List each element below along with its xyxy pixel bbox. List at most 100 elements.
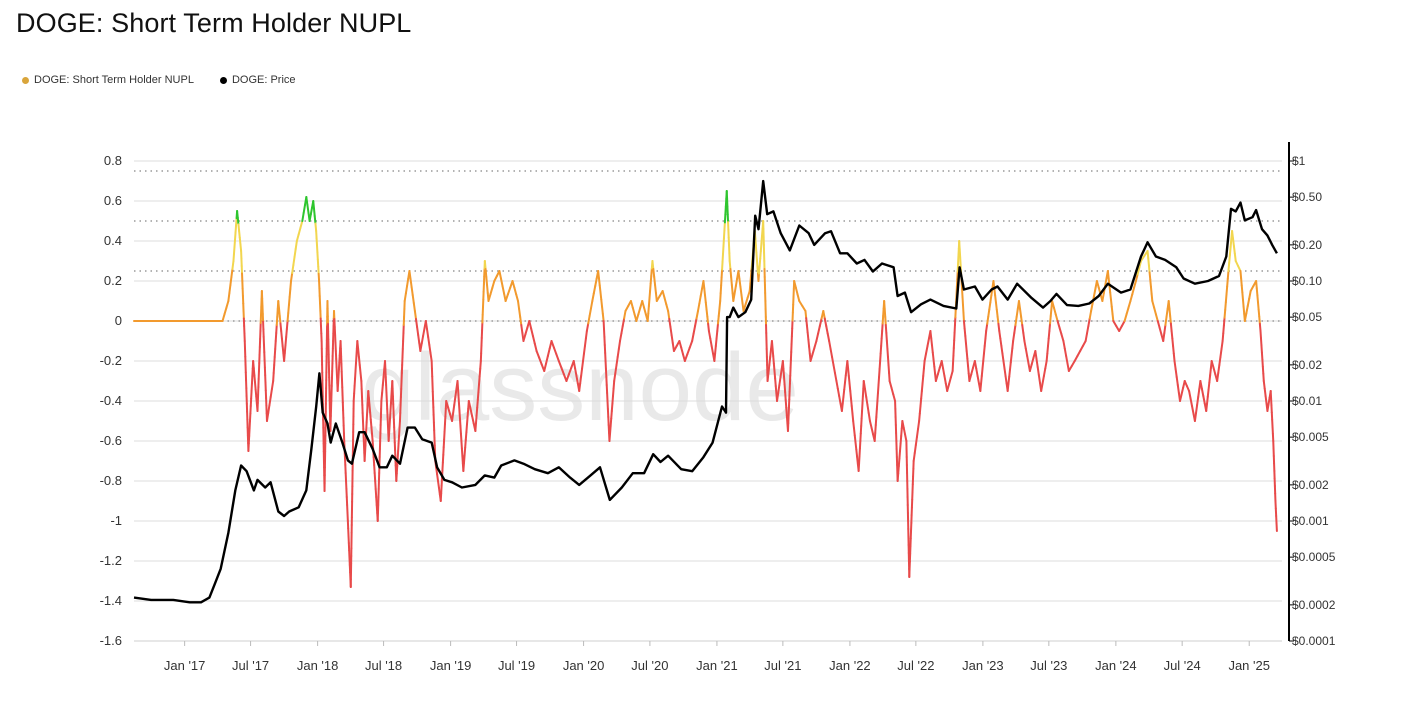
nupl-segment bbox=[704, 301, 708, 311]
nupl-segment bbox=[1196, 396, 1200, 406]
nupl-segment bbox=[452, 404, 456, 414]
nupl-segment bbox=[601, 312, 605, 322]
nupl-segment bbox=[230, 268, 234, 278]
nupl-segment bbox=[629, 300, 634, 309]
nupl-segment bbox=[608, 432, 612, 442]
nupl-segment bbox=[678, 340, 683, 349]
nupl-segment bbox=[1065, 355, 1069, 365]
nupl-segment bbox=[1042, 367, 1047, 377]
nupl-segment bbox=[932, 358, 936, 368]
nupl-segment bbox=[730, 276, 733, 286]
legend-label-price: DOGE: Price bbox=[231, 74, 296, 86]
x-tick-label: Jan '22 bbox=[829, 658, 871, 673]
nupl-segment bbox=[843, 381, 847, 391]
nupl-segment bbox=[1036, 366, 1040, 376]
x-tick-label: Jul '19 bbox=[498, 658, 535, 673]
nupl-segment bbox=[896, 472, 900, 482]
nupl-segment bbox=[931, 351, 935, 361]
x-tick-label: Jan '25 bbox=[1228, 658, 1270, 673]
nupl-segment bbox=[949, 370, 954, 379]
nupl-segment bbox=[278, 315, 282, 325]
nupl-segment bbox=[1245, 305, 1249, 315]
nupl-segment bbox=[855, 448, 859, 458]
nupl-segment bbox=[614, 364, 618, 374]
nupl-segment bbox=[314, 222, 318, 232]
nupl-segment bbox=[484, 268, 488, 278]
y-tick-label: -1.2 bbox=[100, 553, 122, 568]
nupl-segment bbox=[1048, 322, 1052, 332]
nupl-segment bbox=[454, 388, 458, 398]
nupl-segment bbox=[511, 280, 516, 289]
nupl-segment bbox=[874, 416, 878, 426]
nupl-segment bbox=[1174, 368, 1178, 378]
nupl-segment bbox=[598, 284, 602, 294]
nupl-segment bbox=[883, 308, 887, 318]
nupl-segment bbox=[856, 455, 859, 465]
nupl-segment bbox=[289, 280, 293, 290]
y2-tick-label: $0.01 bbox=[1292, 394, 1322, 408]
nupl-segment bbox=[641, 300, 646, 309]
nupl-segment bbox=[841, 395, 845, 405]
nupl-segment bbox=[1199, 380, 1203, 390]
nupl-segment bbox=[519, 316, 523, 326]
nupl-segment bbox=[769, 348, 773, 358]
nupl-segment bbox=[779, 368, 783, 378]
nupl-segment bbox=[255, 395, 258, 405]
nupl-segment bbox=[285, 328, 288, 338]
nupl-segment bbox=[878, 368, 881, 378]
nupl-segment bbox=[1041, 375, 1045, 385]
legend-item-price[interactable]: DOGE: Price bbox=[219, 74, 296, 86]
y2-tick-label: $0.005 bbox=[1292, 430, 1329, 444]
nupl-segment bbox=[587, 315, 591, 325]
nupl-segment bbox=[283, 344, 287, 354]
nupl-segment bbox=[631, 306, 636, 316]
nupl-segment bbox=[844, 374, 847, 384]
nupl-segment bbox=[221, 313, 226, 322]
nupl-segment bbox=[1167, 300, 1171, 310]
nupl-segment bbox=[499, 277, 504, 287]
nupl-segment bbox=[900, 427, 903, 437]
x-tick-label: Jan '18 bbox=[297, 658, 339, 673]
nupl-segment bbox=[772, 355, 775, 365]
nupl-segment bbox=[1263, 387, 1267, 397]
nupl-segment bbox=[518, 308, 522, 318]
nupl-segment bbox=[406, 277, 410, 287]
nupl-segment bbox=[1189, 397, 1194, 407]
nupl-segment bbox=[275, 324, 278, 334]
legend-item-nupl[interactable]: DOGE: Short Term Holder NUPL bbox=[22, 74, 194, 86]
nupl-segment bbox=[716, 322, 720, 332]
nupl-segment bbox=[297, 226, 302, 236]
nupl-segment bbox=[581, 360, 585, 370]
nupl-segment bbox=[835, 380, 839, 390]
nupl-segment bbox=[612, 387, 615, 397]
nupl-segment bbox=[302, 204, 306, 214]
nupl-segment bbox=[964, 335, 967, 345]
nupl-segment bbox=[670, 334, 674, 344]
nupl-segment bbox=[275, 316, 279, 326]
nupl-segment bbox=[464, 431, 468, 441]
nupl-segment bbox=[828, 340, 832, 350]
nupl-segment bbox=[683, 353, 689, 362]
nupl-segment bbox=[818, 317, 823, 327]
nupl-segment bbox=[1210, 360, 1215, 369]
nupl-segment bbox=[897, 457, 901, 467]
nupl-segment bbox=[865, 396, 869, 406]
nupl-segment bbox=[368, 404, 372, 414]
nupl-segment bbox=[739, 286, 743, 296]
nupl-segment bbox=[754, 244, 758, 254]
nupl-segment bbox=[437, 480, 440, 489]
nupl-segment bbox=[706, 315, 710, 325]
nupl-segment bbox=[417, 334, 421, 344]
nupl-segment bbox=[1226, 270, 1230, 280]
nupl-segment bbox=[498, 270, 502, 280]
nupl-segment bbox=[464, 438, 467, 449]
nupl-segment bbox=[285, 320, 289, 330]
nupl-segment bbox=[367, 397, 371, 407]
x-tick-label: Jan '20 bbox=[563, 658, 605, 673]
nupl-segment bbox=[994, 301, 998, 311]
nupl-segment bbox=[770, 340, 774, 350]
x-tick-label: Jul '17 bbox=[232, 658, 269, 673]
nupl-segment bbox=[942, 367, 946, 377]
nupl-segment bbox=[654, 284, 657, 294]
nupl-segment bbox=[1108, 284, 1112, 294]
